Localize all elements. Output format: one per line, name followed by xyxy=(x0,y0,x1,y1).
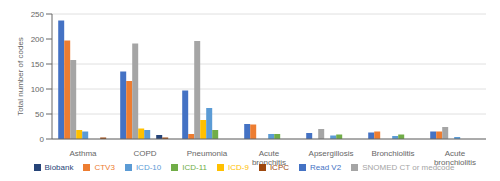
svg-text:Asthma: Asthma xyxy=(69,149,97,158)
svg-text:50: 50 xyxy=(35,110,44,119)
svg-text:Acutebronchitis: Acutebronchitis xyxy=(252,149,286,167)
svg-text:Apsergillosis: Apsergillosis xyxy=(309,149,354,158)
svg-text:250: 250 xyxy=(31,10,45,19)
svg-text:200: 200 xyxy=(31,35,45,44)
svg-text:0: 0 xyxy=(40,135,45,144)
svg-text:150: 150 xyxy=(31,60,45,69)
svg-text:100: 100 xyxy=(31,85,45,94)
svg-text:Bronchiolitis: Bronchiolitis xyxy=(371,149,414,158)
svg-text:Pneumonia: Pneumonia xyxy=(187,149,228,158)
svg-text:Total number of codes: Total number of codes xyxy=(16,37,25,116)
svg-text:Acutebronchiolitis: Acutebronchiolitis xyxy=(434,149,476,167)
svg-text:COPD: COPD xyxy=(133,149,156,158)
